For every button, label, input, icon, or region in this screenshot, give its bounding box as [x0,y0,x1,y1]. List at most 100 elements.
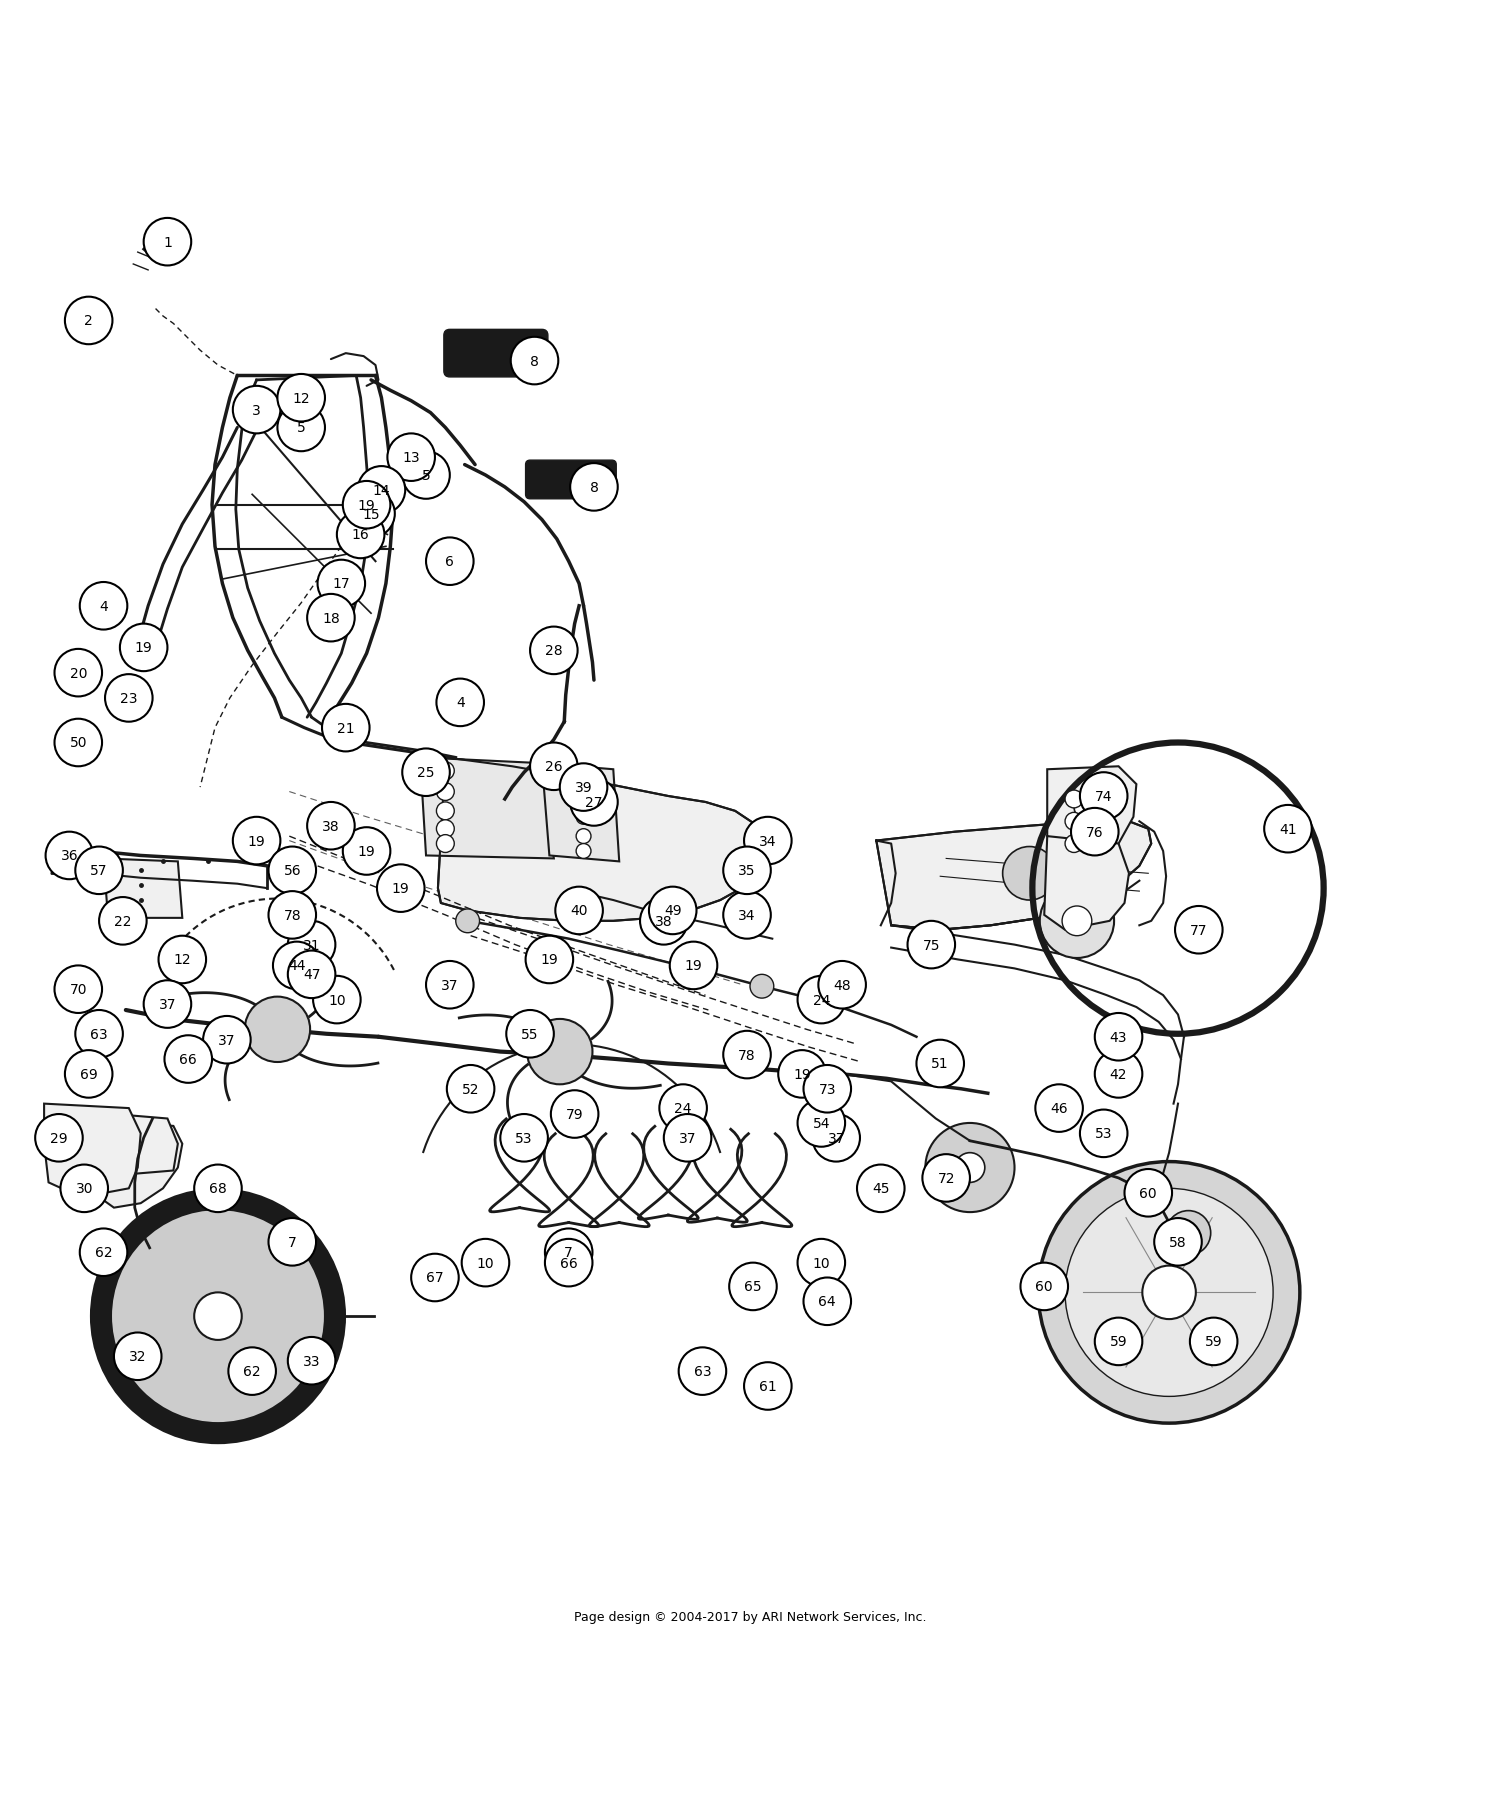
Text: 24: 24 [813,994,830,1006]
Text: 69: 69 [80,1068,98,1081]
Circle shape [550,1091,598,1138]
Text: 1: 1 [164,235,172,249]
Text: 37: 37 [217,1034,236,1046]
Circle shape [344,828,390,875]
Text: 19: 19 [684,960,702,972]
Text: 19: 19 [135,641,153,654]
Text: 68: 68 [209,1182,226,1196]
Circle shape [436,782,454,801]
Text: 77: 77 [1190,923,1208,938]
Text: 78: 78 [738,1048,756,1063]
Circle shape [530,627,578,674]
Circle shape [501,1115,548,1162]
Text: 79: 79 [566,1108,584,1122]
Polygon shape [78,1111,178,1178]
Text: 7: 7 [288,1236,297,1249]
Circle shape [956,1153,986,1184]
Circle shape [1080,1109,1128,1158]
Circle shape [1020,1263,1068,1310]
Circle shape [462,1240,509,1287]
Circle shape [92,1191,345,1442]
Circle shape [273,941,321,990]
Circle shape [232,387,280,434]
Text: 66: 66 [560,1256,578,1270]
Text: 40: 40 [570,904,588,918]
Circle shape [159,936,206,983]
Text: 74: 74 [1095,790,1113,804]
Circle shape [856,1166,904,1212]
Polygon shape [420,757,554,858]
Text: 5: 5 [422,468,430,482]
Text: 29: 29 [50,1131,68,1146]
Text: 7: 7 [564,1245,573,1259]
Circle shape [447,1066,495,1113]
Text: 63: 63 [693,1364,711,1379]
Polygon shape [876,822,1152,931]
Circle shape [926,1124,1014,1212]
Circle shape [54,649,102,698]
Text: 73: 73 [819,1082,836,1097]
Text: 41: 41 [1280,822,1298,837]
Text: 10: 10 [477,1256,495,1270]
Text: 20: 20 [69,667,87,679]
Text: 59: 59 [1110,1335,1128,1348]
Circle shape [723,891,771,940]
Circle shape [576,810,591,824]
Text: 57: 57 [90,864,108,878]
Text: 37: 37 [680,1131,696,1146]
Text: 76: 76 [1086,826,1104,838]
Text: 5: 5 [297,421,306,435]
Circle shape [228,1348,276,1395]
Text: 30: 30 [75,1182,93,1196]
Text: 19: 19 [540,952,558,967]
FancyBboxPatch shape [444,331,548,378]
Text: 64: 64 [819,1294,836,1308]
Text: 12: 12 [174,952,190,967]
Circle shape [114,1334,162,1381]
Text: 10: 10 [328,994,345,1006]
Circle shape [1065,791,1083,808]
Text: 53: 53 [516,1131,532,1146]
Circle shape [525,936,573,983]
Circle shape [75,1010,123,1057]
Circle shape [402,452,450,499]
Circle shape [308,802,354,849]
Circle shape [232,817,280,866]
Text: 66: 66 [180,1052,196,1066]
Text: 39: 39 [574,781,592,795]
Text: 49: 49 [664,904,681,918]
Polygon shape [542,764,620,862]
Circle shape [1095,1050,1143,1099]
Text: 37: 37 [159,997,176,1012]
Circle shape [426,538,474,585]
Circle shape [798,1099,844,1147]
Circle shape [244,997,310,1063]
Text: 34: 34 [759,835,777,847]
Polygon shape [93,1119,183,1209]
Circle shape [348,490,394,538]
Text: 3: 3 [252,403,261,417]
Circle shape [544,1229,592,1276]
Text: 70: 70 [69,983,87,997]
Circle shape [1038,1162,1300,1424]
Circle shape [560,764,608,811]
Circle shape [804,1278,850,1325]
Circle shape [1154,1218,1202,1267]
Circle shape [268,891,316,940]
Circle shape [344,482,390,529]
Text: 54: 54 [813,1117,830,1131]
Text: 10: 10 [813,1256,830,1270]
Circle shape [1062,907,1092,936]
Text: 37: 37 [828,1131,844,1146]
Text: 63: 63 [90,1026,108,1041]
Circle shape [922,1155,970,1202]
Circle shape [456,909,480,932]
Polygon shape [44,1104,141,1198]
Text: 35: 35 [738,864,756,878]
Circle shape [288,1337,336,1384]
Circle shape [75,847,123,894]
Circle shape [99,898,147,945]
Text: 28: 28 [544,643,562,658]
Text: 51: 51 [932,1057,950,1072]
Text: 27: 27 [585,795,603,810]
